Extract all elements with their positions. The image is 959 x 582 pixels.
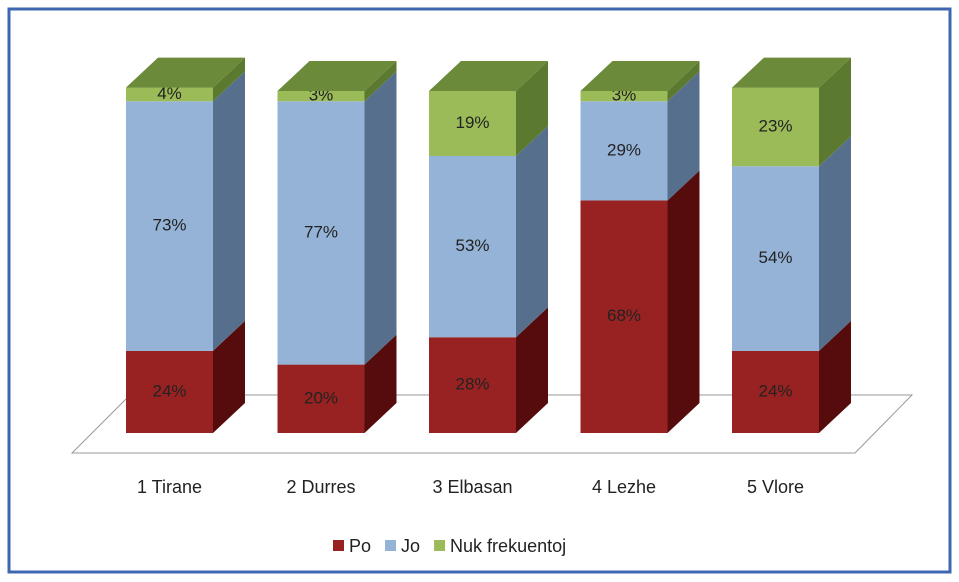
bar-side xyxy=(667,61,700,102)
bar-side xyxy=(516,307,548,433)
data-label: 29% xyxy=(607,140,641,159)
legend-swatch xyxy=(333,540,344,551)
bar xyxy=(126,350,213,433)
data-label: 20% xyxy=(304,388,338,407)
data-label: 23% xyxy=(758,116,792,135)
bar-side xyxy=(819,136,851,351)
bar-side xyxy=(819,57,851,167)
legend-label: Po xyxy=(349,536,371,556)
x-tick-label: 4 Lezhe xyxy=(592,477,656,497)
bar-side xyxy=(667,71,700,201)
bar xyxy=(429,91,516,156)
x-tick-label: 1 Tirane xyxy=(137,477,202,497)
legend-label: Jo xyxy=(401,536,420,556)
x-tick-label: 5 Vlore xyxy=(747,477,804,497)
x-tick-label: 3 Elbasan xyxy=(432,477,512,497)
bar-side xyxy=(364,61,397,102)
bar xyxy=(126,101,213,351)
bar xyxy=(429,155,516,338)
bar-side xyxy=(213,71,245,351)
bar-side xyxy=(516,125,548,338)
legend-swatch xyxy=(385,540,397,551)
bar xyxy=(277,91,365,102)
bar xyxy=(580,200,668,433)
bar xyxy=(277,364,365,433)
bar xyxy=(732,87,819,167)
bar xyxy=(580,101,668,201)
bar-side xyxy=(819,320,851,433)
bar-side xyxy=(364,334,397,433)
bar-top xyxy=(126,57,245,88)
bar-side xyxy=(667,170,700,433)
data-label: 19% xyxy=(455,113,489,132)
bar xyxy=(429,337,516,433)
bar-top xyxy=(429,61,548,91)
bar xyxy=(580,91,668,102)
bar-side xyxy=(516,61,548,156)
data-label: 77% xyxy=(304,222,338,241)
legend-label: Nuk frekuentoj xyxy=(450,536,566,556)
bar-side xyxy=(213,320,245,433)
data-label: 73% xyxy=(152,216,186,235)
bar xyxy=(126,87,213,102)
bar xyxy=(277,101,365,365)
bar xyxy=(732,166,819,351)
legend-swatch xyxy=(434,540,446,551)
bar xyxy=(732,350,819,433)
data-label: 54% xyxy=(758,248,792,267)
data-label: 24% xyxy=(758,381,792,400)
bar-top xyxy=(277,61,397,91)
data-label: 28% xyxy=(455,375,489,394)
bar-top xyxy=(580,61,700,91)
x-tick-label: 2 Durres xyxy=(286,477,355,497)
data-label: 24% xyxy=(152,381,186,400)
data-label: 4% xyxy=(157,84,182,103)
bar-top xyxy=(732,57,851,88)
bar-side xyxy=(213,57,245,102)
data-label: 53% xyxy=(455,236,489,255)
data-label: 68% xyxy=(607,306,641,325)
bar-side xyxy=(364,71,397,365)
